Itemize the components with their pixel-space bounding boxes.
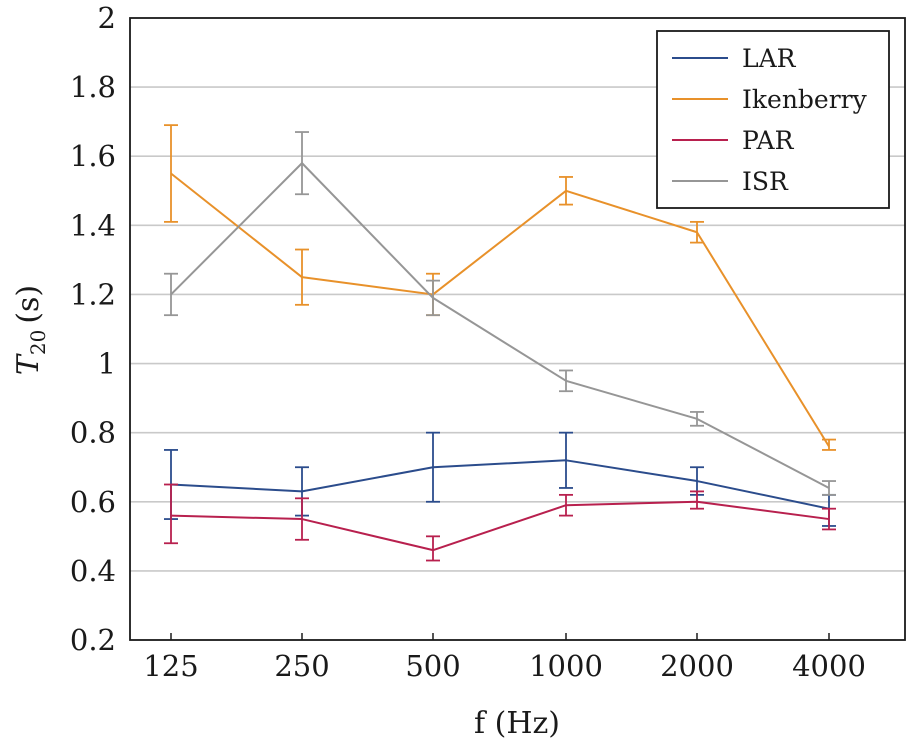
- legend-box: [656, 30, 890, 209]
- y-tick-label: 0.8: [70, 416, 116, 450]
- y-axis-label-unit: (s): [11, 285, 46, 324]
- series-line: [170, 162, 830, 489]
- legend-entry-lar: LAR: [672, 44, 797, 73]
- y-tick-label: 1: [98, 347, 116, 381]
- y-tick-label: 0.2: [70, 623, 116, 657]
- y-tick-label: 0.4: [70, 554, 116, 588]
- legend-label: ISR: [742, 167, 789, 196]
- y-tick-label: 1.6: [70, 139, 116, 173]
- x-tick-label: 4000: [792, 649, 866, 683]
- legend-label: PAR: [742, 126, 795, 155]
- series-par: [164, 483, 836, 562]
- x-tick-label: 2000: [660, 649, 734, 683]
- plot-frame: [129, 17, 906, 641]
- legend-entry-ikenberry: Ikenberry: [672, 85, 868, 114]
- y-axis-ticks: 0.2 0.4 0.6 0.8 1 1.2 1.4 1.6 1.8 2: [70, 1, 116, 657]
- x-tick-label: 125: [143, 649, 198, 683]
- y-tick-label: 2: [98, 1, 116, 35]
- legend-entry-isr: ISR: [672, 167, 789, 196]
- y-tick-label: 0.6: [70, 485, 116, 519]
- y-axis-label-subscript: 20: [26, 330, 50, 355]
- series-layer: [164, 124, 836, 562]
- y-tick-label: 1.2: [70, 277, 116, 311]
- y-tick-label: 1.4: [70, 208, 116, 242]
- series-line: [170, 500, 830, 552]
- x-axis-label: f (Hz): [474, 706, 560, 741]
- legend: LAR Ikenberry PAR ISR: [656, 30, 890, 209]
- x-axis-ticks: 125 250 500 1000 2000 4000: [143, 633, 866, 683]
- y-axis-label: T20 (s): [11, 285, 50, 375]
- series-line: [170, 459, 830, 510]
- x-tick-label: 1000: [529, 649, 603, 683]
- legend-label: Ikenberry: [742, 85, 868, 114]
- x-tick-label: 500: [405, 649, 460, 683]
- y-tick-label: 1.8: [70, 70, 116, 104]
- legend-entry-par: PAR: [672, 126, 795, 155]
- svg-text:T20(s): T20 (s): [11, 285, 50, 375]
- legend-label: LAR: [742, 44, 797, 73]
- series-line: [170, 172, 830, 448]
- x-tick-label: 250: [274, 649, 329, 683]
- series-isr: [164, 131, 836, 496]
- grid-layer: [130, 86, 905, 572]
- y-axis-label-main: T: [11, 353, 46, 375]
- series-lar: [164, 431, 836, 527]
